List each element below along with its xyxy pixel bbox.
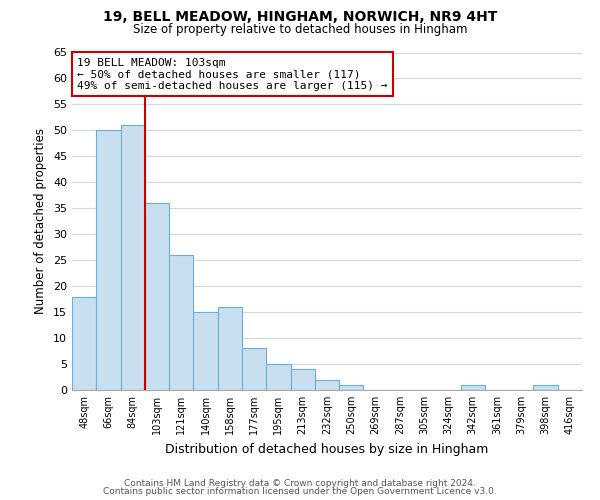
Bar bbox=[533, 385, 558, 390]
Text: 19 BELL MEADOW: 103sqm
← 50% of detached houses are smaller (117)
49% of semi-de: 19 BELL MEADOW: 103sqm ← 50% of detached… bbox=[77, 58, 388, 91]
Bar bbox=[461, 385, 485, 390]
Bar bbox=[193, 312, 218, 390]
Text: Size of property relative to detached houses in Hingham: Size of property relative to detached ho… bbox=[133, 22, 467, 36]
Bar bbox=[218, 307, 242, 390]
Bar bbox=[121, 125, 145, 390]
Text: 19, BELL MEADOW, HINGHAM, NORWICH, NR9 4HT: 19, BELL MEADOW, HINGHAM, NORWICH, NR9 4… bbox=[103, 10, 497, 24]
Text: Contains HM Land Registry data © Crown copyright and database right 2024.: Contains HM Land Registry data © Crown c… bbox=[124, 478, 476, 488]
Y-axis label: Number of detached properties: Number of detached properties bbox=[34, 128, 47, 314]
Bar bbox=[266, 364, 290, 390]
Bar bbox=[339, 385, 364, 390]
Bar bbox=[72, 296, 96, 390]
Bar bbox=[290, 369, 315, 390]
Bar bbox=[315, 380, 339, 390]
Bar bbox=[242, 348, 266, 390]
X-axis label: Distribution of detached houses by size in Hingham: Distribution of detached houses by size … bbox=[166, 442, 488, 456]
Bar bbox=[145, 203, 169, 390]
Text: Contains public sector information licensed under the Open Government Licence v3: Contains public sector information licen… bbox=[103, 487, 497, 496]
Bar bbox=[169, 255, 193, 390]
Bar bbox=[96, 130, 121, 390]
